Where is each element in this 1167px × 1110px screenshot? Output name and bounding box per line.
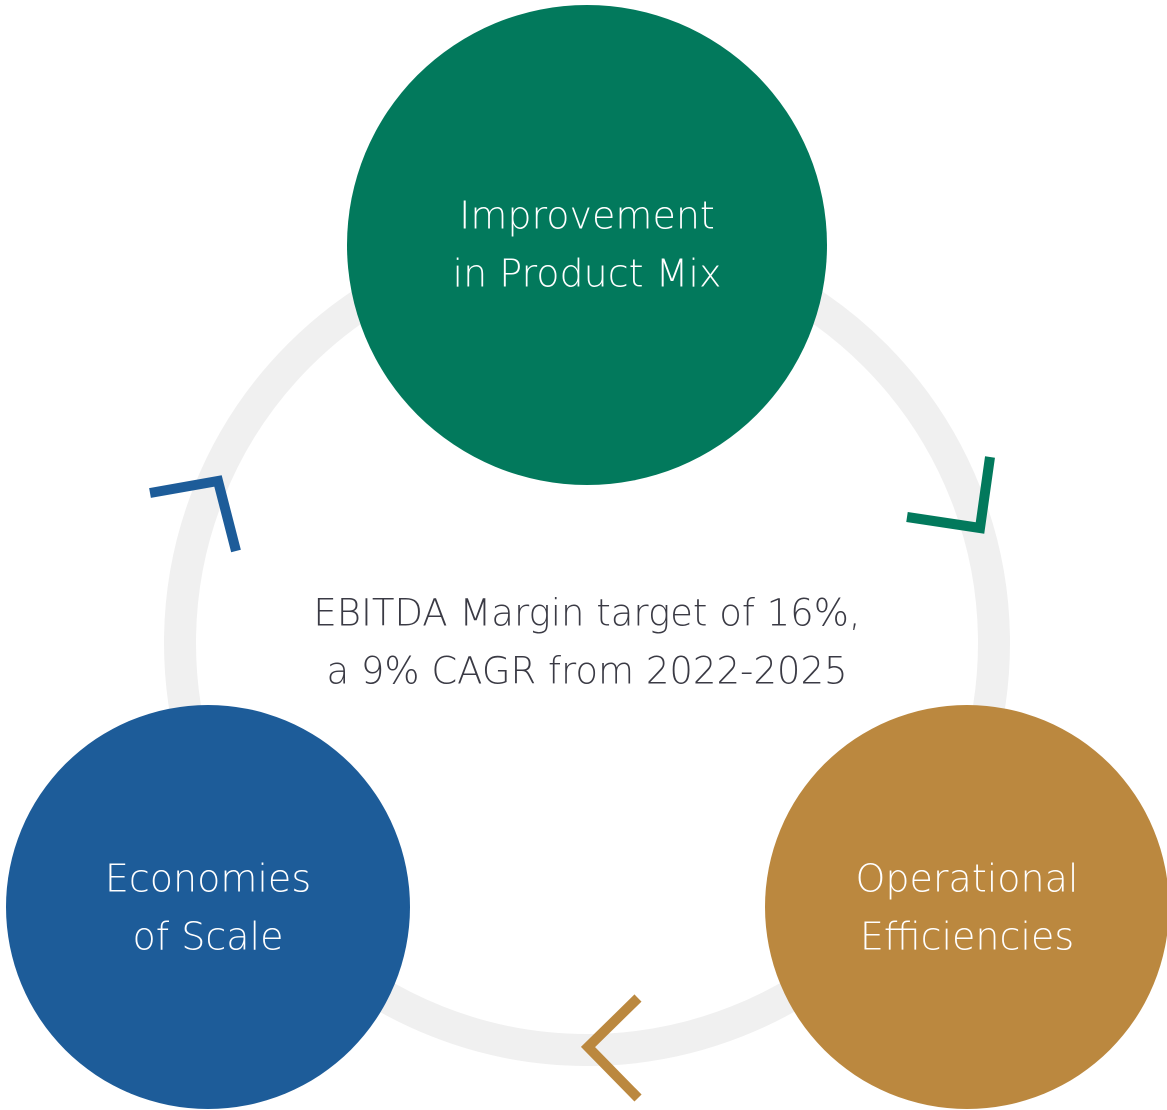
node-circle — [6, 705, 410, 1109]
node-label: in Product Mix — [453, 252, 722, 296]
node-circle — [765, 705, 1167, 1109]
center-label: a 9% CAGR from 2022-2025 — [326, 650, 847, 693]
node-label: Operational — [856, 857, 1079, 901]
arrow-blue — [149, 475, 241, 553]
node-label: Efficiencies — [860, 915, 1074, 959]
node-label: Economies — [105, 857, 311, 901]
arrow-gold — [580, 994, 642, 1102]
node-label: Improvement — [459, 194, 715, 238]
center-label: EBITDA Margin target of 16%, — [313, 592, 860, 635]
arrow-green — [906, 456, 995, 534]
node-circle — [347, 5, 827, 485]
node-label: of Scale — [133, 915, 284, 959]
